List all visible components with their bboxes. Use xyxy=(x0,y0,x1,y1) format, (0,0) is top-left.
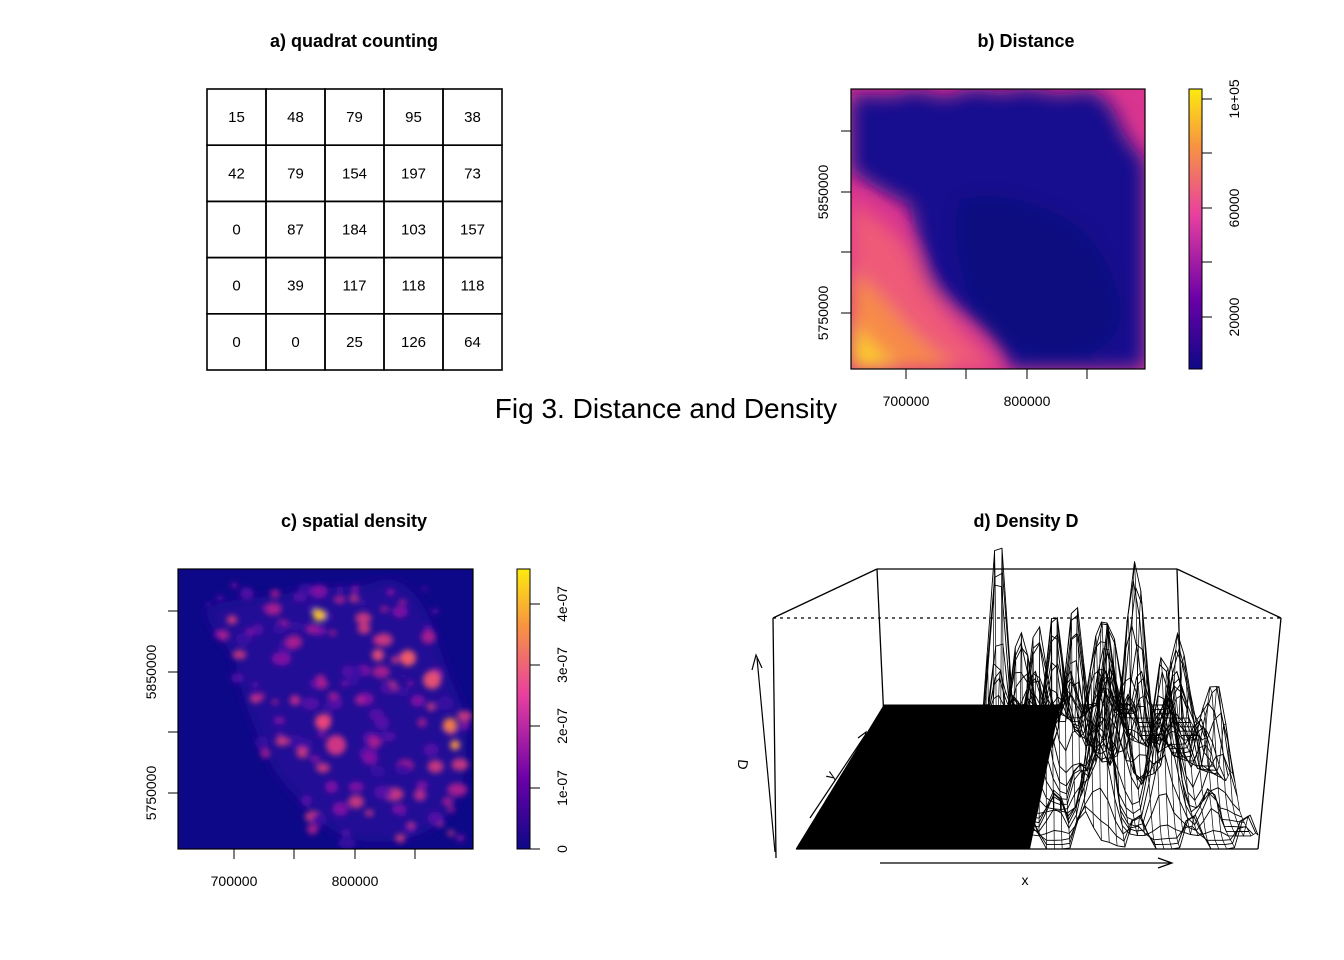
panel-b-y-axis: 5750000 5850000 xyxy=(815,130,851,341)
panel-b-x-axis: 700000 800000 xyxy=(883,369,1088,409)
axis-label-z: D xyxy=(734,759,751,771)
panel-c-frame xyxy=(177,568,474,850)
panel-b-frame xyxy=(850,88,1146,370)
quadrat-count: 157 xyxy=(460,222,485,239)
panel-b-x-tick: 800000 xyxy=(1004,393,1051,409)
quadrat-count: 64 xyxy=(464,334,481,351)
panel-b-title: b) Distance xyxy=(977,31,1074,51)
quadrat-count: 0 xyxy=(232,334,240,351)
panel-b: b) Distance 700000 800000 xyxy=(815,31,1242,409)
panel-c-y-tick: 5850000 xyxy=(143,645,159,700)
panel-c-y-axis: 5750000 5850000 xyxy=(143,610,178,821)
quadrat-count: 25 xyxy=(346,334,363,351)
quadrat-count: 184 xyxy=(342,222,367,239)
quadrat-count: 118 xyxy=(461,278,485,295)
panel-b-y-tick: 5750000 xyxy=(815,286,831,341)
quadrat-count: 48 xyxy=(287,109,304,126)
axis-label-x: x xyxy=(1022,872,1029,888)
quadrat-count: 39 xyxy=(287,278,304,295)
panel-c: c) spatial density 700000 800000 5750000… xyxy=(143,511,570,889)
panel-c-colorbar-tick: 0 xyxy=(554,845,570,853)
quadrat-count: 38 xyxy=(464,109,481,126)
panel-c-x-tick: 700000 xyxy=(211,873,258,889)
panel-b-y-tick: 5850000 xyxy=(815,165,831,220)
panel-c-colorbar-tick: 2e-07 xyxy=(554,708,570,744)
quadrat-grid: 15 48 79 95 38 42 79 154 197 73 0 87 184 103 157 0 39 117… xyxy=(206,88,503,371)
panel-b-colorbar-tick: 60000 xyxy=(1226,188,1242,227)
quadrat-count: 87 xyxy=(287,222,304,239)
distance-raster xyxy=(851,89,1145,369)
panel-c-x-axis: 700000 800000 xyxy=(211,849,416,889)
panel-c-colorbar-tick: 1e-07 xyxy=(554,770,570,806)
quadrat-cell xyxy=(442,312,503,371)
panel-b-x-tick: 700000 xyxy=(883,393,930,409)
surface-box xyxy=(772,568,1282,859)
quadrat-count: 79 xyxy=(346,109,363,126)
quadrat-count: 197 xyxy=(401,165,426,182)
surface-mesh xyxy=(795,547,1259,850)
panel-c-colorbar-tick: 3e-07 xyxy=(554,647,570,683)
panel-c-x-tick: 800000 xyxy=(332,873,379,889)
quadrat-count: 95 xyxy=(405,109,422,126)
quadrat-count: 15 xyxy=(228,109,245,126)
panel-c-y-tick: 5750000 xyxy=(143,766,159,821)
figure-title: Fig 3. Distance and Density xyxy=(495,393,837,424)
quadrat-count: 73 xyxy=(464,165,481,182)
density-raster xyxy=(178,569,473,849)
quadrat-count: 0 xyxy=(232,222,240,239)
quadrat-count: 118 xyxy=(402,278,426,295)
panel-a: a) quadrat counting 15 48 79 95 38 42 79 154 197… xyxy=(206,31,503,371)
panel-c-colorbar: 0 1e-07 2e-07 3e-07 4e-07 xyxy=(516,568,570,853)
panel-b-colorbar-tick: 1e+05 xyxy=(1226,79,1242,119)
panel-d-title: d) Density D xyxy=(973,511,1078,531)
panel-d-axes xyxy=(751,653,1174,869)
panel-a-title: a) quadrat counting xyxy=(270,31,438,51)
axis-label-y: y xyxy=(821,768,838,783)
panel-b-colorbar-tick: 20000 xyxy=(1226,297,1242,336)
panel-c-colorbar-tick: 4e-07 xyxy=(554,586,570,622)
quadrat-count: 103 xyxy=(401,222,426,239)
panel-b-colorbar: 20000 60000 1e+05 xyxy=(1188,79,1242,370)
quadrat-count: 42 xyxy=(228,165,245,182)
quadrat-count: 0 xyxy=(232,278,240,295)
quadrat-count: 117 xyxy=(343,278,367,295)
quadrat-count: 126 xyxy=(401,334,426,351)
panel-d: d) Density D x y D xyxy=(734,511,1282,888)
quadrat-count: 79 xyxy=(287,165,304,182)
panel-c-title: c) spatial density xyxy=(281,511,427,531)
quadrat-count: 0 xyxy=(291,334,299,351)
quadrat-count: 154 xyxy=(342,165,367,182)
